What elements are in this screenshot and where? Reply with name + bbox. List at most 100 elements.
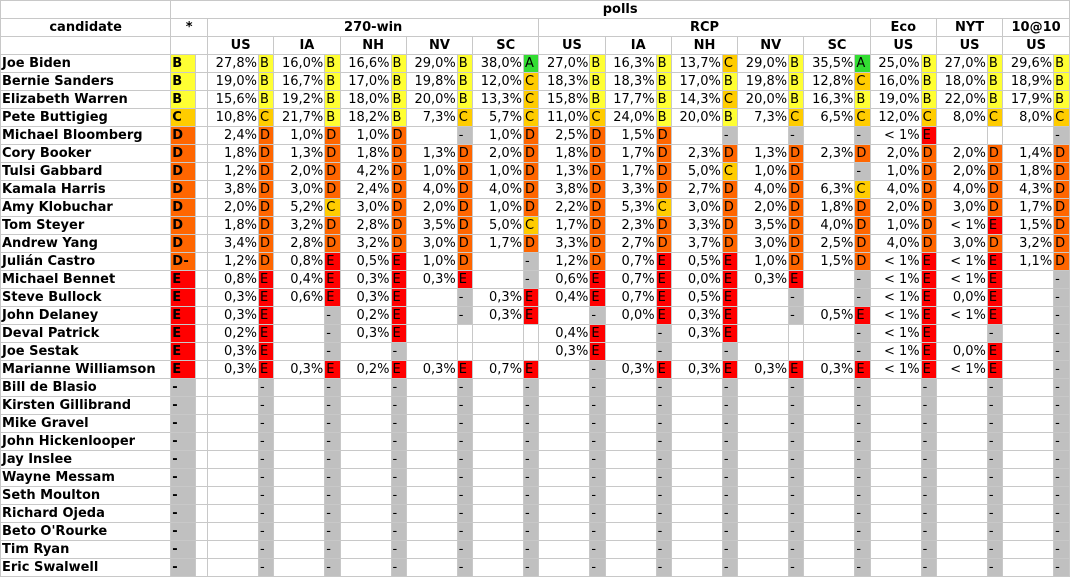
grade-spacer [194,504,209,523]
overall-grade: D [170,198,196,217]
poll-value [405,396,458,415]
poll-grade: B [655,72,672,91]
poll-value: < 1% [869,252,922,271]
poll-grade: - [523,432,540,451]
grade-spacer [194,270,209,289]
poll-value [869,378,922,397]
poll-grade: - [788,468,805,487]
poll-grade: - [986,324,1004,343]
poll-grade: E [920,270,937,289]
poll-grade: B [324,54,341,73]
candidate-name: Tulsi Gabbard [0,162,172,181]
poll-grade: D [1053,144,1070,163]
overall-grade: - [170,396,196,415]
poll-grade: - [1053,414,1070,433]
poll-value [273,306,326,325]
overall-grade: - [170,378,196,397]
poll-value [869,540,922,559]
grade-header: * [170,18,208,37]
overall-grade: B [170,90,196,109]
poll-grade: D [456,234,474,253]
poll-value: 1,8% [803,198,856,217]
poll-value: 2,0% [935,144,988,163]
poll-grade: - [854,414,871,433]
table-row: Richard Ojeda - - - - - - - - - - - - - - [0,504,1070,523]
poll-value [1002,468,1055,487]
poll-value [405,504,458,523]
poll-value [273,414,326,433]
poll-grade: B [324,90,341,109]
poll-grade: E [324,270,341,289]
poll-grade: B [456,90,474,109]
poll-value: < 1% [935,270,988,289]
poll-grade: - [788,414,805,433]
poll-value [604,342,657,361]
poll-grade: - [655,378,672,397]
poll-grade: - [1053,378,1070,397]
poll-value: 11,0% [538,108,591,127]
poll-grade: C [854,180,871,199]
poll-grade: - [523,558,540,577]
poll-value [803,522,856,541]
poll-value: 0,7% [604,270,657,289]
poll-grade: - [655,558,672,577]
poll-grade: B [986,54,1004,73]
poll-value [604,540,657,559]
poll-grade: D [721,216,739,235]
poll-grade: D [854,234,871,253]
grade-spacer [194,216,209,235]
poll-grade: D [456,198,474,217]
poll-value [604,396,657,415]
poll-value [273,396,326,415]
poll-value: 16,7% [273,72,326,91]
table-row: Eric Swalwell - - - - - - - - - - - - - - [0,558,1070,577]
overall-grade: E [170,342,196,361]
poll-value [405,324,458,343]
candidate-name: Tom Steyer [0,216,172,235]
candidate-name: Mike Gravel [0,414,172,433]
poll-grade: B [257,72,275,91]
overall-grade: E [170,270,196,289]
poll-value [1002,324,1055,343]
poll-grade: - [854,270,871,289]
poll-value [273,324,326,343]
poll-value [472,432,525,451]
overall-grade: D [170,144,196,163]
poll-value [869,396,922,415]
poll-value: 1,8% [339,144,392,163]
poll-value: 1,0% [737,252,790,271]
poll-grade: D [523,144,540,163]
poll-grade: E [324,360,341,379]
poll-value [472,450,525,469]
poll-grade: E [257,288,275,307]
poll-grade: D [920,234,937,253]
poll-grade: - [1053,450,1070,469]
poll-grade [788,324,805,343]
poll-grade: D [523,180,540,199]
poll-value [737,450,790,469]
poll-grade: - [257,486,275,505]
overall-grade: - [170,540,196,559]
poll-value [538,414,591,433]
poll-grade: - [854,432,871,451]
poll-value: 1,7% [604,144,657,163]
poll-grade: D [589,126,606,145]
polls-header: polls [170,0,1070,19]
poll-grade: D [1053,180,1070,199]
poll-grade: - [1053,342,1070,361]
poll-grade: E [655,288,672,307]
poll-grade: - [721,126,739,145]
poll-value [207,414,259,433]
grade-spacer [194,540,209,559]
poll-grade: - [589,504,606,523]
poll-grade: B [721,72,739,91]
poll-grade: E [456,360,474,379]
poll-grade: - [324,468,341,487]
poll-value [339,432,392,451]
poll-grade: - [589,540,606,559]
poll-value: 5,0% [472,216,525,235]
grade-spacer [194,180,209,199]
poll-value: 1,2% [207,162,259,181]
grade-spacer [194,306,209,325]
